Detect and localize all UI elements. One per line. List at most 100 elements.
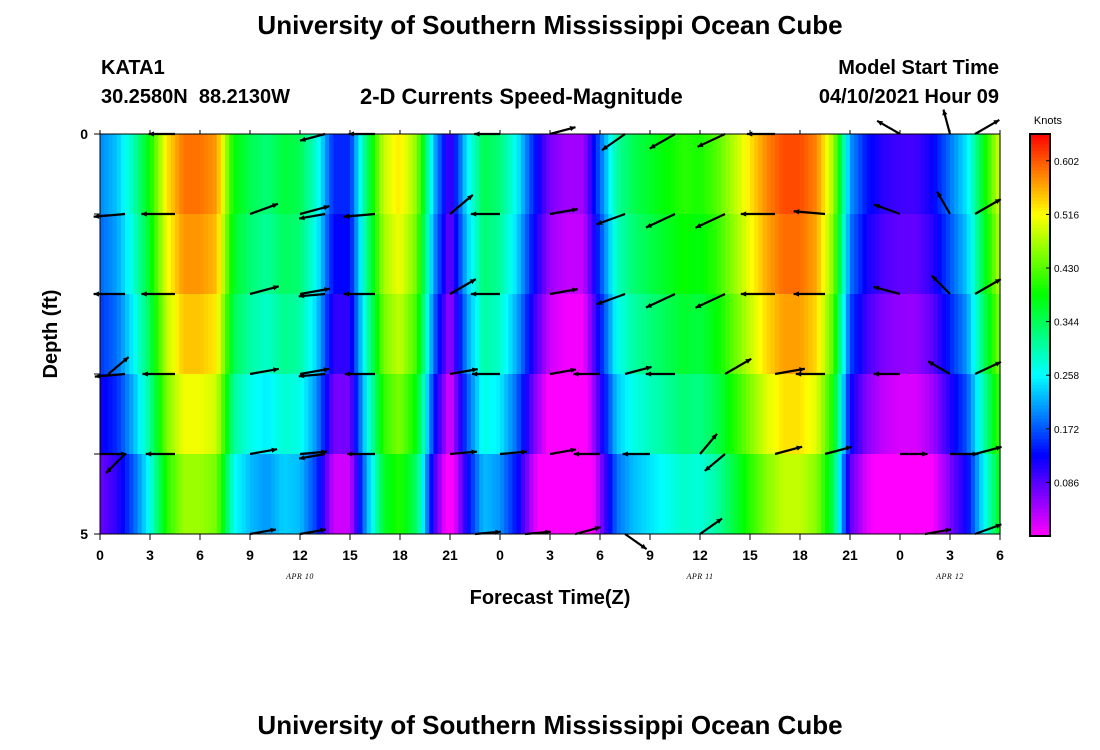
current-vector-arrow bbox=[793, 209, 826, 216]
heatmap-cell bbox=[104, 374, 109, 454]
current-vector-arrow bbox=[470, 291, 500, 297]
colorbar-swatch bbox=[1030, 502, 1050, 507]
heatmap-cell bbox=[487, 134, 493, 214]
current-vector-arrow bbox=[573, 451, 600, 457]
heatmap-cell bbox=[637, 374, 643, 454]
heatmap-cell bbox=[100, 214, 105, 294]
heatmap-cell bbox=[816, 374, 822, 454]
heatmap-cell bbox=[258, 374, 264, 454]
colorbar-swatch bbox=[1030, 358, 1050, 363]
heatmap-cell bbox=[304, 374, 309, 454]
heatmap-cell bbox=[154, 374, 159, 454]
heatmap-cell bbox=[333, 374, 339, 454]
heatmap-cell bbox=[704, 134, 709, 214]
colorbar-swatch bbox=[1030, 458, 1050, 463]
heatmap-cell bbox=[450, 294, 455, 374]
date-label: APR 11 bbox=[685, 572, 713, 581]
heatmap-cell bbox=[141, 134, 147, 214]
heatmap-cell bbox=[145, 374, 151, 454]
colorbar-tick-label: 0.344 bbox=[1054, 318, 1079, 329]
heatmap-cell bbox=[283, 294, 289, 374]
heatmap-cell bbox=[945, 374, 951, 454]
heatmap-cell bbox=[341, 374, 347, 454]
colorbar-tick-label: 0.516 bbox=[1054, 210, 1079, 221]
heatmap-cell bbox=[841, 294, 847, 374]
heatmap-cell bbox=[379, 454, 384, 534]
heatmap-cell bbox=[183, 374, 189, 454]
heatmap-cell bbox=[683, 214, 689, 294]
heatmap-cell bbox=[900, 294, 905, 374]
heatmap-cell bbox=[333, 294, 339, 374]
colorbar-swatch bbox=[1030, 180, 1050, 185]
heatmap-cell bbox=[766, 374, 772, 454]
heatmap-cell bbox=[820, 294, 826, 374]
heatmap-cell bbox=[891, 134, 897, 214]
heatmap-cell bbox=[770, 294, 776, 374]
heatmap-cell bbox=[804, 214, 809, 294]
heatmap-cell bbox=[179, 134, 184, 214]
heatmap-cell bbox=[350, 454, 355, 534]
heatmap-cell bbox=[775, 294, 780, 374]
heatmap-cell bbox=[375, 294, 380, 374]
heatmap-cell bbox=[783, 294, 789, 374]
colorbar-frame bbox=[1029, 133, 1051, 537]
heatmap-cell bbox=[266, 454, 272, 534]
heatmap-cell bbox=[487, 374, 493, 454]
heatmap-cell bbox=[941, 214, 947, 294]
heatmap-cell bbox=[995, 294, 1001, 374]
heatmap-cell bbox=[104, 454, 109, 534]
heatmap-cell bbox=[550, 454, 555, 534]
heatmap-cell bbox=[412, 454, 418, 534]
heatmap-cell bbox=[362, 214, 368, 294]
heatmap-cell bbox=[304, 294, 309, 374]
heatmap-cell bbox=[675, 214, 680, 294]
heatmap-cell bbox=[495, 374, 501, 454]
heatmap-cell bbox=[966, 294, 972, 374]
heatmap-cell bbox=[520, 134, 526, 214]
colorbar-swatch bbox=[1030, 328, 1050, 333]
heatmap-cell bbox=[862, 134, 868, 214]
heatmap-cell bbox=[666, 214, 672, 294]
heatmap-cell bbox=[400, 454, 405, 534]
heatmap-cell bbox=[841, 134, 847, 214]
heatmap-cell bbox=[429, 214, 434, 294]
heatmap-cell bbox=[854, 454, 859, 534]
colorbar-swatch bbox=[1030, 365, 1050, 370]
heatmap-cell bbox=[308, 134, 314, 214]
heatmap-cell bbox=[283, 214, 289, 294]
heatmap-cell bbox=[291, 454, 297, 534]
colorbar-swatch bbox=[1030, 157, 1050, 162]
colorbar-swatch bbox=[1030, 211, 1050, 215]
current-vector-arrow bbox=[549, 126, 576, 136]
heatmap-cell bbox=[320, 134, 326, 214]
heatmap-cell bbox=[245, 294, 251, 374]
heatmap-cell bbox=[458, 294, 464, 374]
heatmap-cell bbox=[458, 374, 464, 454]
heatmap-cell bbox=[287, 294, 293, 374]
heatmap-cell bbox=[941, 454, 947, 534]
heatmap-cell bbox=[650, 374, 655, 454]
heatmap-cell bbox=[895, 294, 901, 374]
heatmap-cell bbox=[283, 374, 289, 454]
heatmap-cell bbox=[525, 294, 530, 374]
current-vector-arrow bbox=[343, 291, 375, 297]
heatmap-cell bbox=[100, 374, 105, 454]
heatmap-cell bbox=[387, 134, 393, 214]
heatmap-cell bbox=[741, 454, 747, 534]
heatmap-cell bbox=[275, 214, 280, 294]
heatmap-cell bbox=[654, 214, 659, 294]
heatmap-cell bbox=[783, 214, 789, 294]
x-tick-label: 15 bbox=[742, 547, 758, 563]
station-coordinates: 30.2580N 88.2130W bbox=[101, 86, 291, 108]
heatmap-cell bbox=[429, 294, 434, 374]
heatmap-cell bbox=[266, 374, 272, 454]
heatmap-cell bbox=[216, 214, 222, 294]
model-start-time: 04/10/2021 Hour 09 bbox=[818, 86, 999, 108]
heatmap-cell bbox=[462, 134, 468, 214]
heatmap-cell bbox=[579, 454, 584, 534]
heatmap-cell bbox=[241, 134, 247, 214]
heatmap-cell bbox=[400, 214, 405, 294]
current-vector-arrow bbox=[141, 291, 175, 297]
heatmap-cell bbox=[533, 454, 539, 534]
heatmap-cell bbox=[845, 374, 851, 454]
